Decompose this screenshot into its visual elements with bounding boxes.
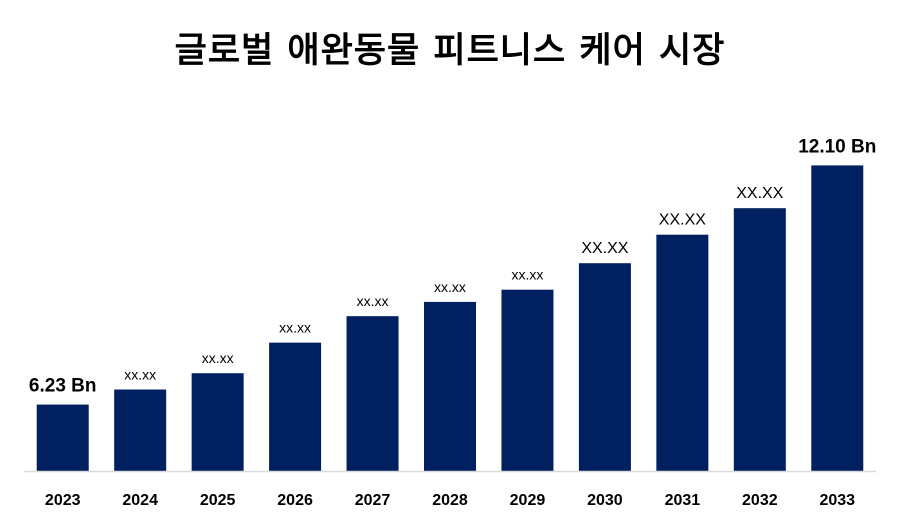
x-tick-label-2033: 2033 <box>819 492 855 509</box>
data-label-2026: xx.xx <box>279 320 311 336</box>
x-tick-label-2030: 2030 <box>587 492 623 509</box>
bar-2023 <box>36 404 89 471</box>
x-tick-label-2023: 2023 <box>45 492 81 509</box>
data-label-2028: xx.xx <box>434 279 466 295</box>
x-tick-label-2031: 2031 <box>665 492 701 509</box>
data-label-2023: 6.23 Bn <box>29 376 97 397</box>
bar-2027 <box>346 316 399 471</box>
bar-2032 <box>733 208 786 471</box>
bar-2030 <box>578 263 631 471</box>
bar-2024 <box>114 389 167 471</box>
bar-2033 <box>811 165 864 471</box>
bar-2025 <box>191 373 244 471</box>
bar-2028 <box>424 301 476 471</box>
x-tick-label-2028: 2028 <box>432 492 468 509</box>
data-label-2033: 12.10 Bn <box>798 136 876 157</box>
data-label-2025: xx.xx <box>202 350 234 366</box>
data-labels-group: 6.23 Bn xx.xx xx.xx xx.xx xx.xx xx.xx xx.xx XX.… <box>29 136 876 396</box>
x-tick-labels-group: 2023 2024 2025 2026 2027 2028 2029 2030 2031 2032… <box>45 492 855 509</box>
data-label-2027: xx.xx <box>357 293 389 309</box>
x-tick-label-2025: 2025 <box>200 492 236 509</box>
x-tick-label-2024: 2024 <box>122 492 158 509</box>
bar-2026 <box>269 342 322 471</box>
data-label-2031: XX.XX <box>659 212 706 229</box>
x-tick-label-2032: 2032 <box>742 492 778 509</box>
data-label-2032: XX.XX <box>736 185 783 202</box>
data-label-2024: xx.xx <box>124 367 156 383</box>
bar-2029 <box>501 289 554 471</box>
data-label-2029: xx.xx <box>512 267 544 283</box>
x-tick-label-2027: 2027 <box>355 492 391 509</box>
bars-group <box>36 165 864 471</box>
x-tick-label-2026: 2026 <box>277 492 313 509</box>
data-label-2030: XX.XX <box>581 240 628 257</box>
chart-title: 글로벌 애완동물 피트니스 케어 시장 <box>174 31 726 71</box>
x-tick-label-2029: 2029 <box>510 492 546 509</box>
bar-2031 <box>656 234 709 471</box>
